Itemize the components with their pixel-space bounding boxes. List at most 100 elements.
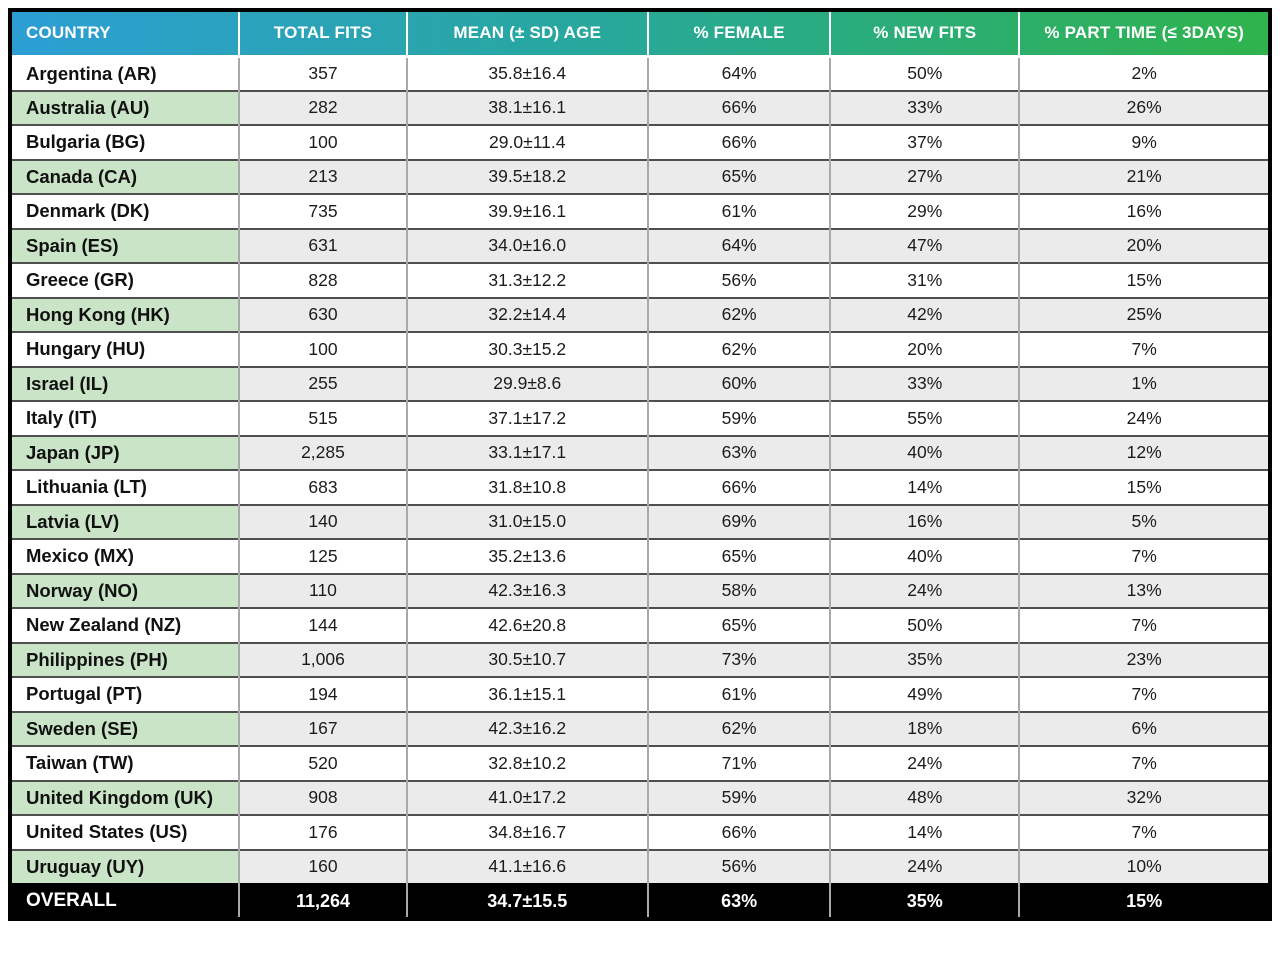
table-row: Norway (NO) 110 42.3±16.3 58% 24% 13% (10, 572, 1270, 608)
pct-new-fits-cell: 20% (829, 331, 1020, 367)
pct-female-cell: 61% (647, 676, 831, 712)
pct-female-cell: 61% (647, 193, 831, 229)
pct-female-cell: 62% (647, 331, 831, 367)
country-cell: Spain (ES) (10, 227, 240, 263)
mean-age-cell: 36.1±15.1 (405, 676, 649, 712)
pct-new-fits-cell: 27% (829, 158, 1020, 194)
table-header: COUNTRY TOTAL FITS MEAN (± SD) AGE % FEM… (10, 10, 1270, 58)
column-header-total-fits: TOTAL FITS (238, 10, 407, 58)
pct-female-cell: 64% (647, 227, 831, 263)
country-cell: Argentina (AR) (10, 55, 240, 91)
pct-part-time-cell: 7% (1018, 331, 1270, 367)
table-body: Argentina (AR) 357 35.8±16.4 64% 50% 2% Austra… (10, 55, 1270, 884)
pct-part-time-cell: 32% (1018, 779, 1270, 815)
pct-female-cell: 58% (647, 572, 831, 608)
pct-female-cell: 65% (647, 607, 831, 643)
country-cell: Hong Kong (HK) (10, 296, 240, 332)
mean-age-cell: 35.8±16.4 (405, 55, 649, 91)
total-fits-cell: 167 (238, 710, 407, 746)
table-row: New Zealand (NZ) 144 42.6±20.8 65% 50% 7% (10, 607, 1270, 643)
pct-part-time-cell: 1% (1018, 365, 1270, 401)
pct-new-fits-cell: 14% (829, 814, 1020, 850)
total-fits-cell: 683 (238, 469, 407, 505)
country-cell: Greece (GR) (10, 262, 240, 298)
table-row: Hong Kong (HK) 630 32.2±14.4 62% 42% 25% (10, 296, 1270, 332)
country-cell: Portugal (PT) (10, 676, 240, 712)
pct-part-time-cell: 24% (1018, 400, 1270, 436)
total-fits-cell: 144 (238, 607, 407, 643)
country-cell: Israel (IL) (10, 365, 240, 401)
pct-part-time-cell: 16% (1018, 193, 1270, 229)
mean-age-cell: 31.0±15.0 (405, 503, 649, 539)
mean-age-cell: 38.1±16.1 (405, 89, 649, 125)
table-row: United Kingdom (UK) 908 41.0±17.2 59% 48% 32% (10, 779, 1270, 815)
table-row: Uruguay (UY) 160 41.1±16.6 56% 24% 10% (10, 848, 1270, 884)
total-fits-cell: 828 (238, 262, 407, 298)
mean-age-cell: 39.9±16.1 (405, 193, 649, 229)
column-header-pct-female: % FEMALE (647, 10, 831, 58)
table-row: Sweden (SE) 167 42.3±16.2 62% 18% 6% (10, 710, 1270, 746)
pct-part-time-cell: 10% (1018, 848, 1270, 884)
mean-age-cell: 32.8±10.2 (405, 745, 649, 781)
total-fits-cell: 255 (238, 365, 407, 401)
pct-part-time-cell: 23% (1018, 641, 1270, 677)
overall-total-fits-cell: 11,264 (238, 883, 407, 919)
pct-new-fits-cell: 35% (829, 641, 1020, 677)
pct-part-time-cell: 9% (1018, 124, 1270, 160)
pct-female-cell: 62% (647, 710, 831, 746)
mean-age-cell: 31.8±10.8 (405, 469, 649, 505)
pct-part-time-cell: 25% (1018, 296, 1270, 332)
pct-part-time-cell: 21% (1018, 158, 1270, 194)
total-fits-cell: 100 (238, 124, 407, 160)
pct-part-time-cell: 13% (1018, 572, 1270, 608)
pct-part-time-cell: 20% (1018, 227, 1270, 263)
total-fits-cell: 515 (238, 400, 407, 436)
mean-age-cell: 39.5±18.2 (405, 158, 649, 194)
total-fits-cell: 125 (238, 538, 407, 574)
pct-new-fits-cell: 24% (829, 848, 1020, 884)
total-fits-cell: 194 (238, 676, 407, 712)
pct-part-time-cell: 15% (1018, 262, 1270, 298)
pct-new-fits-cell: 18% (829, 710, 1020, 746)
pct-part-time-cell: 7% (1018, 745, 1270, 781)
pct-female-cell: 66% (647, 124, 831, 160)
header-row: COUNTRY TOTAL FITS MEAN (± SD) AGE % FEM… (10, 10, 1270, 58)
pct-female-cell: 62% (647, 296, 831, 332)
total-fits-cell: 140 (238, 503, 407, 539)
mean-age-cell: 42.3±16.2 (405, 710, 649, 746)
pct-female-cell: 60% (647, 365, 831, 401)
country-cell: Taiwan (TW) (10, 745, 240, 781)
pct-part-time-cell: 26% (1018, 89, 1270, 125)
pct-female-cell: 66% (647, 89, 831, 125)
table-row: Denmark (DK) 735 39.9±16.1 61% 29% 16% (10, 193, 1270, 229)
pct-new-fits-cell: 40% (829, 538, 1020, 574)
table-row: Canada (CA) 213 39.5±18.2 65% 27% 21% (10, 158, 1270, 194)
pct-new-fits-cell: 42% (829, 296, 1020, 332)
country-cell: Italy (IT) (10, 400, 240, 436)
total-fits-cell: 1,006 (238, 641, 407, 677)
table-frame: COUNTRY TOTAL FITS MEAN (± SD) AGE % FEM… (8, 8, 1272, 921)
country-cell: Hungary (HU) (10, 331, 240, 367)
pct-new-fits-cell: 16% (829, 503, 1020, 539)
pct-female-cell: 59% (647, 779, 831, 815)
pct-new-fits-cell: 24% (829, 572, 1020, 608)
total-fits-cell: 2,285 (238, 434, 407, 470)
total-fits-cell: 520 (238, 745, 407, 781)
country-cell: Lithuania (LT) (10, 469, 240, 505)
overall-pct-female-cell: 63% (647, 883, 831, 919)
pct-new-fits-cell: 50% (829, 607, 1020, 643)
overall-label-cell: OVERALL (10, 883, 240, 919)
pct-new-fits-cell: 14% (829, 469, 1020, 505)
pct-new-fits-cell: 31% (829, 262, 1020, 298)
mean-age-cell: 29.9±8.6 (405, 365, 649, 401)
pct-female-cell: 66% (647, 469, 831, 505)
country-cell: Norway (NO) (10, 572, 240, 608)
table-row: Portugal (PT) 194 36.1±15.1 61% 49% 7% (10, 676, 1270, 712)
total-fits-cell: 110 (238, 572, 407, 608)
pct-part-time-cell: 7% (1018, 676, 1270, 712)
overall-row: OVERALL 11,264 34.7±15.5 63% 35% 15% (10, 883, 1270, 919)
table-row: Latvia (LV) 140 31.0±15.0 69% 16% 5% (10, 503, 1270, 539)
pct-female-cell: 65% (647, 538, 831, 574)
pct-new-fits-cell: 55% (829, 400, 1020, 436)
table-row: Philippines (PH) 1,006 30.5±10.7 73% 35% 23% (10, 641, 1270, 677)
